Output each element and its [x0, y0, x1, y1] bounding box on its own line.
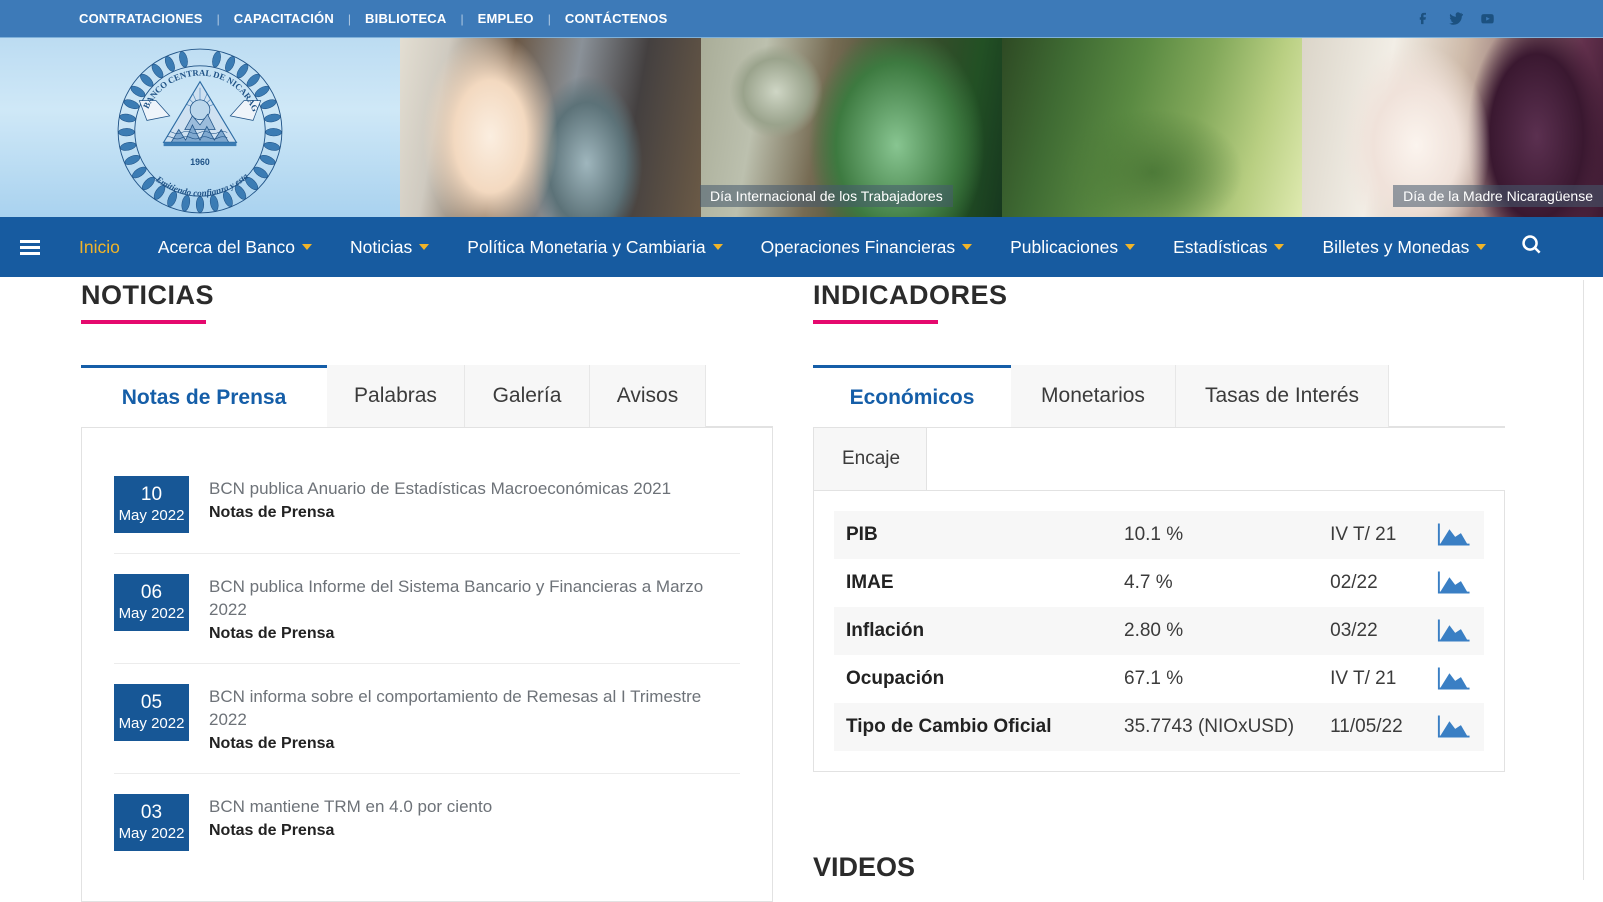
svg-text:1960: 1960	[190, 157, 210, 167]
